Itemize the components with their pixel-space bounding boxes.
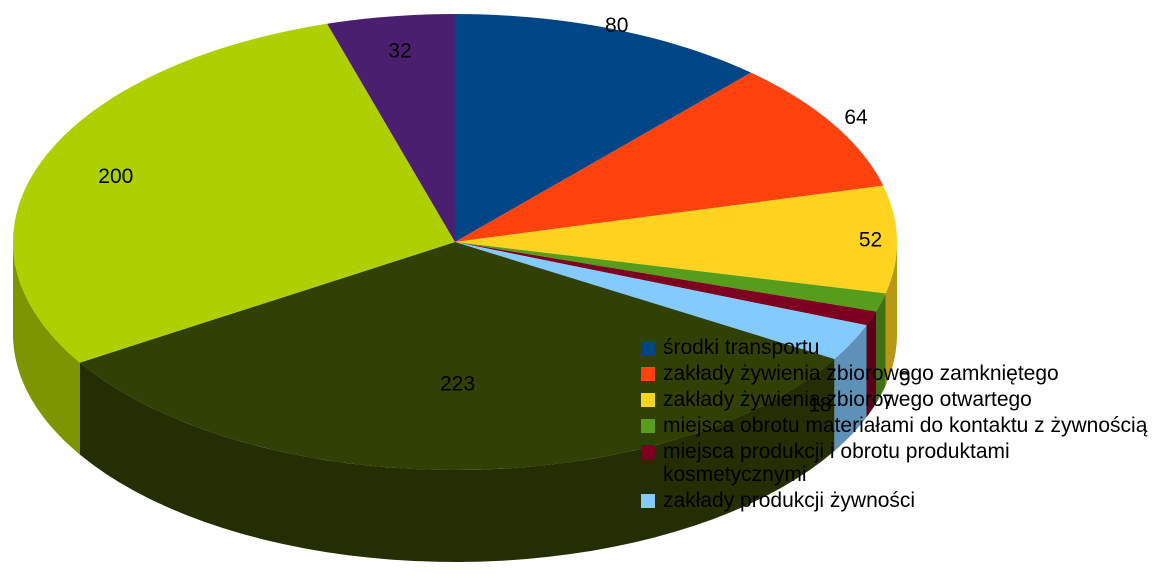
legend-item: miejsca produkcji i obrotu produktami ko… xyxy=(641,440,1151,486)
pie-data-labels: 80 64 52 97 18 223 200 32 xyxy=(98,14,911,416)
pie-slice-7 xyxy=(13,23,455,363)
legend-swatch xyxy=(641,445,655,459)
legend-item: środki transportu xyxy=(641,336,1151,359)
pie-side-2 xyxy=(885,242,897,386)
legend-label: miejsca produkcji i obrotu produktami ko… xyxy=(663,440,1010,486)
legend-swatch xyxy=(641,419,655,433)
pie-slice-4 xyxy=(455,242,876,326)
pie-slice-5 xyxy=(455,242,867,360)
legend-item: zakłady produkcji żywności xyxy=(641,489,1151,512)
data-label-1: 64 xyxy=(844,106,868,129)
pie-side-3 xyxy=(875,293,886,404)
pie-slice-6 xyxy=(79,242,835,470)
pie-slice-8 xyxy=(327,14,455,242)
pie-side-6 xyxy=(79,359,835,562)
legend-item: zakłady żywienia zbiorowego zamkniętego xyxy=(641,362,1151,385)
legend-label: zakłady produkcji żywności xyxy=(663,489,916,512)
legend-swatch xyxy=(641,393,655,407)
legend-item: miejsca obrotu materiałami do kontaktu z… xyxy=(641,414,1151,437)
pie-slice-0 xyxy=(455,14,752,242)
legend-item: zakłady żywienia zbiorowego otwartego xyxy=(641,388,1151,411)
legend-label: środki transportu xyxy=(663,336,820,359)
legend-label: zakłady żywienia zbiorowego zamkniętego xyxy=(663,362,1059,385)
data-label-6: 223 xyxy=(440,372,475,395)
data-label-2: 52 xyxy=(859,229,882,252)
pie-side-5 xyxy=(834,325,867,452)
legend-label: zakłady żywienia zbiorowego otwartego xyxy=(663,388,1032,411)
pie-side-walls xyxy=(13,242,897,562)
data-label-3: 9 xyxy=(899,368,911,391)
data-label-5: 18 xyxy=(808,393,831,416)
legend-swatch xyxy=(641,341,655,355)
chart-legend: środki transportu zakłady żywienia zbioro… xyxy=(641,336,1151,515)
data-label-7: 200 xyxy=(98,165,133,188)
pie-top-slices xyxy=(13,14,897,470)
pie-slice-3 xyxy=(455,242,886,312)
pie-side-4 xyxy=(866,311,876,418)
data-label-8: 32 xyxy=(388,39,411,62)
data-label-0: 80 xyxy=(605,14,628,37)
legend-swatch xyxy=(641,494,655,508)
legend-swatch xyxy=(641,367,655,381)
pie-slice-1 xyxy=(455,72,884,243)
legend-label: miejsca obrotu materiałami do kontaktu z… xyxy=(663,414,1148,437)
pie-side-7 xyxy=(13,242,80,455)
pie-slice-2 xyxy=(455,185,897,294)
data-label-4: 7 xyxy=(882,391,894,414)
